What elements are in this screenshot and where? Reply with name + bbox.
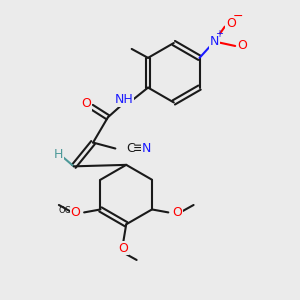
Text: OC: OC <box>58 206 71 214</box>
Text: −: − <box>233 10 243 23</box>
Text: N: N <box>142 142 151 155</box>
Text: ≡: ≡ <box>132 142 143 155</box>
Text: +: + <box>215 29 223 39</box>
Text: O: O <box>172 206 182 219</box>
Text: H: H <box>54 148 64 161</box>
Text: O: O <box>70 206 80 219</box>
Text: C: C <box>126 142 135 155</box>
Text: O: O <box>226 17 236 30</box>
Text: O: O <box>238 40 248 52</box>
Text: O: O <box>81 98 91 110</box>
Text: NH: NH <box>114 93 133 106</box>
Text: O: O <box>118 242 128 255</box>
Text: N: N <box>210 35 219 48</box>
